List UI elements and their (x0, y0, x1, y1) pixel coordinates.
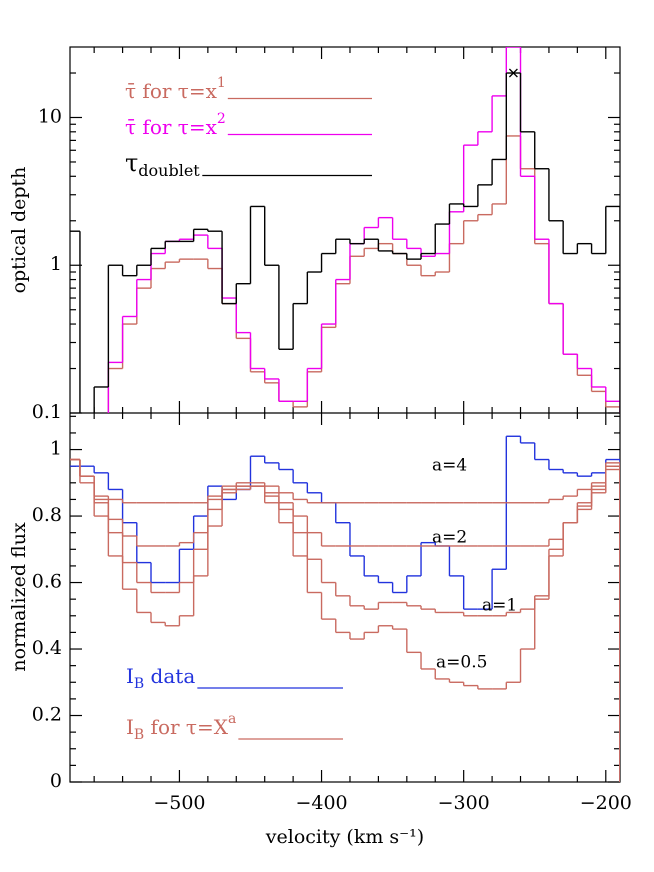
y-tick-label: 0.6 (32, 571, 62, 593)
y-tick-label: 10 (38, 105, 62, 127)
y-tick-label: 1 (50, 253, 62, 275)
legend-label-part: a (228, 711, 236, 727)
y-axis-label: normalized flux (8, 522, 30, 672)
plot-area (70, 47, 620, 413)
y-tick-label: 0 (50, 770, 62, 792)
legend-label-part: τ (125, 149, 138, 177)
legend-label: IB data (126, 664, 195, 693)
curve-label: a=1 (482, 596, 517, 616)
legend-label: τdoublet (125, 149, 200, 180)
y-tick-label: 1 (50, 438, 62, 460)
legend-label-part: data (144, 664, 195, 688)
x-tick-label: −200 (580, 792, 632, 814)
legend-label: τ̄ for τ=x2 (125, 111, 226, 139)
curve-label: a=0.5 (436, 653, 487, 673)
x-tick-label: −400 (295, 792, 347, 814)
legend-label: τ̄ for τ=x1 (125, 75, 226, 103)
y-tick-label: 0.2 (32, 704, 62, 726)
legend-label-part: I (126, 715, 134, 739)
y-tick-label: 0.4 (32, 637, 62, 659)
x-tick-label: −300 (438, 792, 490, 814)
legend-label-part: 1 (217, 75, 226, 91)
peak-marker (508, 68, 518, 78)
legend-label: IB for τ=Xa (126, 711, 236, 743)
plot-area (70, 435, 620, 782)
legend-label-part: τ̄ for τ=x (125, 115, 218, 139)
x-axis-label: velocity (km s⁻¹) (265, 826, 424, 848)
y-tick-label: 0.1 (32, 401, 62, 423)
x-tick-label: −500 (153, 792, 205, 814)
y-axis-label: optical depth (8, 167, 30, 294)
curve-label: a=2 (432, 528, 467, 548)
legend-label-part: for τ=X (144, 715, 229, 739)
curve-label: a=4 (432, 456, 467, 476)
legend-label-part: doublet (138, 161, 200, 180)
axes-frame (69, 46, 621, 783)
legend-label-part: 2 (217, 111, 226, 127)
y-tick-label: 0.8 (32, 504, 62, 526)
legend-label-part: τ̄ for τ=x (125, 79, 218, 103)
legend-label-part: I (126, 664, 134, 688)
legend-label-part: B (134, 676, 144, 692)
legend-label-part: B (134, 727, 144, 743)
